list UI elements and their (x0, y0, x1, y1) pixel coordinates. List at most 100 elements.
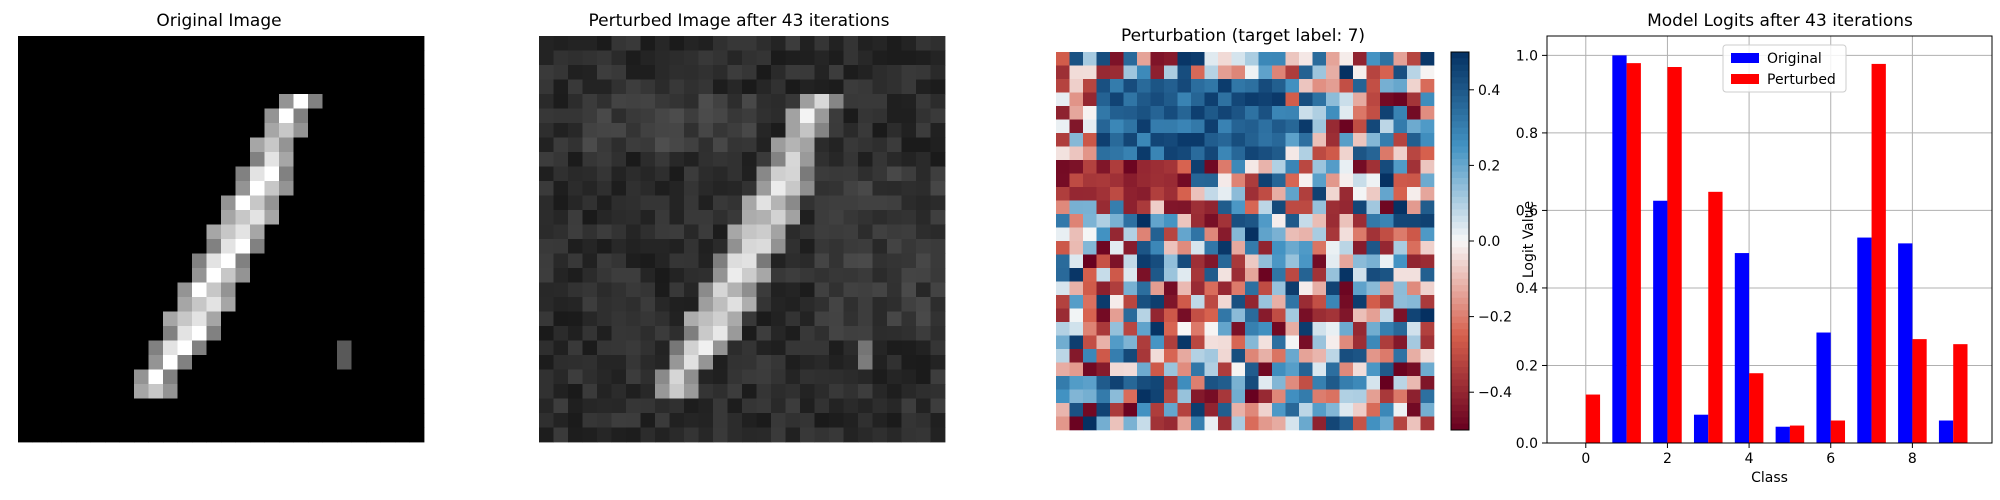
image-pixel (814, 137, 830, 153)
image-pixel (279, 427, 294, 443)
heatmap-cell (1326, 403, 1340, 417)
image-pixel (250, 326, 265, 341)
heatmap-cell (1164, 335, 1178, 350)
image-pixel (814, 166, 830, 182)
image-pixel (409, 224, 425, 240)
heatmap-cell (1177, 119, 1192, 134)
image-pixel (221, 166, 236, 182)
image-pixel (684, 311, 699, 327)
image-pixel (395, 340, 410, 356)
bar-original-class-6 (1816, 332, 1831, 443)
heatmap-cell (1096, 268, 1111, 282)
image-pixel (698, 210, 714, 225)
image-pixel (61, 340, 77, 356)
colorbar-gradient-segment (1451, 322, 1469, 330)
image-pixel (293, 36, 309, 51)
image-pixel (611, 36, 627, 51)
image-pixel (250, 79, 265, 95)
heatmap-cell (1218, 416, 1232, 431)
image-pixel (105, 79, 120, 95)
heatmap-cell (1083, 133, 1097, 147)
image-pixel (395, 50, 410, 66)
image-pixel (61, 239, 77, 254)
image-pixel (568, 413, 583, 428)
heatmap-cell (1150, 403, 1165, 417)
heatmap-cell (1177, 92, 1192, 107)
image-pixel (206, 253, 222, 269)
image-pixel (264, 210, 280, 225)
colorbar-gradient-segment (1451, 108, 1469, 116)
heatmap-cell (1110, 335, 1124, 350)
image-pixel (163, 108, 178, 124)
heatmap-cell (1312, 119, 1327, 134)
image-pixel (698, 65, 714, 80)
heatmap-cell (1096, 416, 1111, 431)
image-pixel (655, 36, 670, 51)
heatmap-cell (1096, 308, 1111, 323)
image-pixel (901, 65, 917, 80)
image-pixel (221, 253, 236, 269)
heatmap-cell (1083, 227, 1097, 242)
heatmap-cell (1123, 200, 1138, 215)
image-pixel (713, 427, 728, 443)
heatmap-cell (1366, 362, 1381, 377)
image-pixel (698, 79, 714, 95)
image-pixel (351, 297, 367, 312)
heatmap-cell (1096, 362, 1111, 377)
heatmap-cell (1312, 160, 1327, 174)
image-pixel (76, 311, 91, 327)
image-pixel (279, 65, 294, 80)
image-pixel (47, 123, 62, 138)
image-pixel (539, 398, 554, 414)
image-pixel (192, 123, 207, 138)
image-pixel (901, 282, 917, 298)
image-pixel (18, 297, 33, 312)
heatmap-cell (1110, 173, 1124, 188)
image-pixel (872, 36, 888, 51)
heatmap-cell (1096, 322, 1111, 336)
heatmap-cell (1312, 79, 1327, 93)
title-perturbation: Perturbation (target label: 7) (1120, 26, 1366, 46)
image-pixel (727, 297, 743, 312)
image-pixel (90, 253, 106, 269)
heatmap-cell (1218, 52, 1232, 66)
image-pixel (727, 181, 743, 196)
image-pixel (47, 326, 62, 341)
image-pixel (655, 413, 670, 428)
colorbar-gradient-segment (1451, 165, 1469, 173)
image-pixel (887, 340, 902, 356)
image-pixel (192, 210, 207, 225)
heatmap-cell (1218, 146, 1232, 161)
image-pixel (568, 108, 583, 124)
image-pixel (279, 94, 294, 109)
heatmap-cell (1137, 173, 1151, 188)
legend-swatch-perturbed (1731, 74, 1759, 84)
heatmap-cell (1285, 106, 1300, 120)
image-pixel (872, 137, 888, 153)
heatmap-cell (1123, 389, 1138, 404)
image-pixel (221, 398, 236, 414)
y-tick-label: 0.2 (1516, 358, 1538, 374)
heatmap-cell (1353, 416, 1367, 431)
image-pixel (611, 340, 627, 356)
image-pixel (192, 36, 207, 51)
image-pixel (655, 123, 670, 138)
heatmap-cell (1393, 187, 1408, 201)
image-pixel (901, 137, 917, 153)
image-pixel (119, 413, 135, 428)
heatmap-cell (1123, 254, 1138, 269)
image-pixel (669, 398, 685, 414)
image-pixel (163, 253, 178, 269)
image-pixel (916, 50, 931, 66)
image-pixel (119, 195, 135, 211)
image-pixel (800, 224, 815, 240)
image-pixel (930, 413, 946, 428)
image-pixel (669, 369, 685, 385)
image-pixel (829, 427, 844, 443)
image-pixel (163, 79, 178, 95)
image-pixel (539, 108, 554, 124)
image-pixel (76, 282, 91, 298)
image-pixel (640, 36, 656, 51)
heatmap-cell (1272, 133, 1286, 147)
heatmap-cell (1420, 335, 1435, 350)
